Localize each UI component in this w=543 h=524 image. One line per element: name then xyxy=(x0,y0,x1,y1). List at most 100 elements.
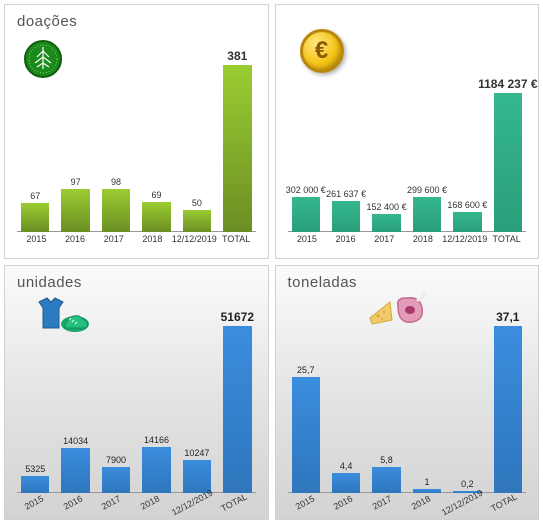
bar-value-label: 37,1 xyxy=(496,310,519,324)
x-axis-label: 2017 xyxy=(365,234,404,254)
x-axis-label: 2018 xyxy=(401,489,445,520)
bar xyxy=(102,189,130,232)
x-axis-label: 2018 xyxy=(133,234,172,254)
x-axis-label: 2017 xyxy=(92,489,136,520)
bars-container: 5325 14034 7900 14166 10247 51672 xyxy=(17,326,256,493)
bar-slot: 10247 xyxy=(179,326,215,493)
bar-value-label: 261 637 € xyxy=(326,189,366,199)
bar xyxy=(413,197,441,232)
x-axis-label: 12/12/2019 xyxy=(172,234,217,254)
bar xyxy=(292,197,320,232)
bar-slot: 97 xyxy=(57,65,93,232)
bar-slot: 50 xyxy=(179,65,215,232)
bar xyxy=(183,210,211,232)
bar-slot: 51672 xyxy=(219,326,255,493)
bar-slot: 14166 xyxy=(138,326,174,493)
bar xyxy=(21,203,49,232)
x-axis-label: 2018 xyxy=(131,489,175,520)
panel-doacoes: doações 67 97 98 69 50 381 201520162017201812… xyxy=(4,4,269,259)
bar-value-label: 168 600 € xyxy=(447,200,487,210)
x-axis-label: 2016 xyxy=(326,234,365,254)
bar-slot: 67 xyxy=(17,65,53,232)
bar-slot: 302 000 € xyxy=(288,93,324,232)
panel-euro: € 302 000 €261 637 €152 400 €299 600 €16… xyxy=(275,4,540,259)
x-axis-label: TOTAL xyxy=(214,489,258,520)
bar-slot: 168 600 € xyxy=(449,93,485,232)
bar-value-label: 10247 xyxy=(184,448,209,458)
bar-value-label: 302 000 € xyxy=(286,185,326,195)
x-axis-label: 2015 xyxy=(285,489,329,520)
bar-slot: 5325 xyxy=(17,326,53,493)
bar-value-label: 0,2 xyxy=(461,479,474,489)
bar-value-label: 4,4 xyxy=(340,461,353,471)
panel-toneladas: toneladas 25,74,45,810,237,1 20152016201… xyxy=(275,265,540,520)
x-axis-labels: 201520162017201812/12/2019TOTAL xyxy=(17,234,256,254)
x-axis-label: 2015 xyxy=(15,489,59,520)
x-axis-label: 2017 xyxy=(94,234,133,254)
bar-slot: 1184 237 € xyxy=(490,93,526,232)
chart-area: 67 97 98 69 50 381 xyxy=(17,65,256,232)
bars-container: 25,7 4,4 5,8 1 0,2 37,1 xyxy=(288,326,527,493)
panel-title: unidades xyxy=(17,274,82,291)
x-axis-labels: 201520162017201812/12/2019TOTAL xyxy=(17,495,256,515)
bar-value-label: 1 xyxy=(424,477,429,487)
bar xyxy=(494,93,522,232)
bar-value-label: 299 600 € xyxy=(407,185,447,195)
bar xyxy=(292,377,320,493)
bar-slot: 1 xyxy=(409,326,445,493)
bar-slot: 152 400 € xyxy=(368,93,404,232)
bar-value-label: 7900 xyxy=(106,455,126,465)
bar-value-label: 5,8 xyxy=(380,455,393,465)
x-axis-label: 2015 xyxy=(288,234,327,254)
bar-value-label: 51672 xyxy=(221,310,254,324)
euro-coin-icon: € xyxy=(300,29,344,73)
x-axis-labels: 201520162017201812/12/2019TOTAL xyxy=(288,234,527,254)
panel-title: doações xyxy=(17,13,77,30)
bar-slot: 7900 xyxy=(98,326,134,493)
bar xyxy=(332,201,360,232)
x-axis-label: TOTAL xyxy=(485,489,529,520)
bar xyxy=(223,326,251,493)
bar-slot: 0,2 xyxy=(449,326,485,493)
bar xyxy=(223,65,251,232)
x-axis-label: 2018 xyxy=(404,234,443,254)
bar-slot: 261 637 € xyxy=(328,93,364,232)
bar-slot: 4,4 xyxy=(328,326,364,493)
bar-slot: 5,8 xyxy=(368,326,404,493)
bar-slot: 98 xyxy=(98,65,134,232)
bar xyxy=(142,202,170,232)
bar-slot: 381 xyxy=(219,65,255,232)
x-axis-label: 2016 xyxy=(53,489,97,520)
chart-area: 5325 14034 7900 14166 10247 51672 xyxy=(17,326,256,493)
bar-value-label: 5325 xyxy=(25,464,45,474)
bar xyxy=(142,447,170,493)
bar-slot: 37,1 xyxy=(490,326,526,493)
chart-area: 302 000 €261 637 €152 400 €299 600 €168 … xyxy=(288,93,527,232)
bar-value-label: 97 xyxy=(71,177,81,187)
bar-value-label: 69 xyxy=(151,190,161,200)
bar xyxy=(372,214,400,232)
chart-area: 25,7 4,4 5,8 1 0,2 37,1 xyxy=(288,326,527,493)
x-axis-label: 2017 xyxy=(362,489,406,520)
bar-value-label: 152 400 € xyxy=(367,202,407,212)
dashboard-grid: doações 6797986950381 201520162017201812… xyxy=(0,0,543,524)
x-axis-label: TOTAL xyxy=(487,234,526,254)
bars-container: 67 97 98 69 50 381 xyxy=(17,65,256,232)
bar xyxy=(61,189,89,232)
panel-title: toneladas xyxy=(288,274,358,291)
bar-value-label: 14166 xyxy=(144,435,169,445)
bar-value-label: 1184 237 € xyxy=(478,77,537,91)
bar-slot: 69 xyxy=(138,65,174,232)
bar-slot: 14034 xyxy=(57,326,93,493)
bar xyxy=(494,326,522,493)
x-axis-label: 2015 xyxy=(17,234,56,254)
bar-value-label: 67 xyxy=(30,191,40,201)
bar-slot: 299 600 € xyxy=(409,93,445,232)
bar xyxy=(61,448,89,493)
bar-value-label: 50 xyxy=(192,198,202,208)
bar-value-label: 14034 xyxy=(63,436,88,446)
x-axis-label: TOTAL xyxy=(217,234,256,254)
bar-value-label: 25,7 xyxy=(297,365,315,375)
bar-value-label: 381 xyxy=(227,49,247,63)
x-axis-label: 2016 xyxy=(324,489,368,520)
